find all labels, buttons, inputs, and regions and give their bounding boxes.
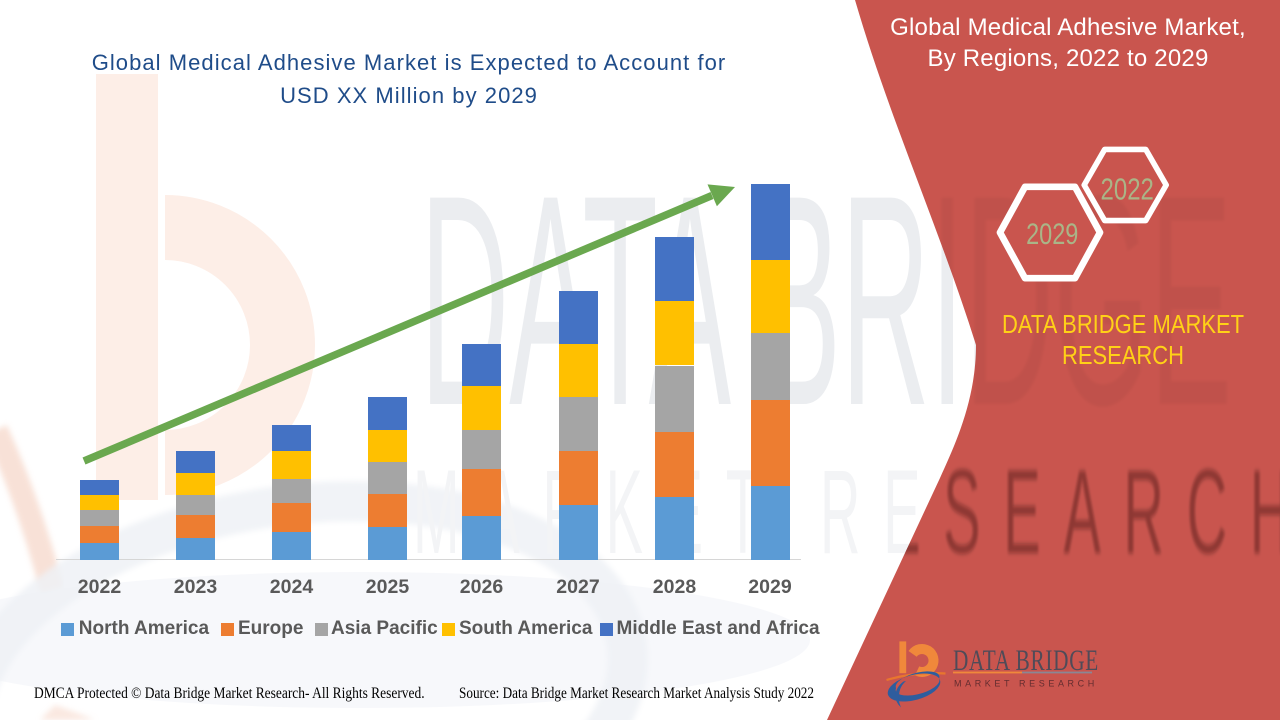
svg-text:MARKET RESEARCH: MARKET RESEARCH [954,678,1098,688]
svg-text:2022: 2022 [1101,172,1154,206]
svg-text:2029: 2029 [1026,217,1078,250]
svg-text:MARKET RESEARCH: MARKET RESEARCH [413,444,1280,579]
svg-text:DATA BRIDGE: DATA BRIDGE [953,644,1099,677]
